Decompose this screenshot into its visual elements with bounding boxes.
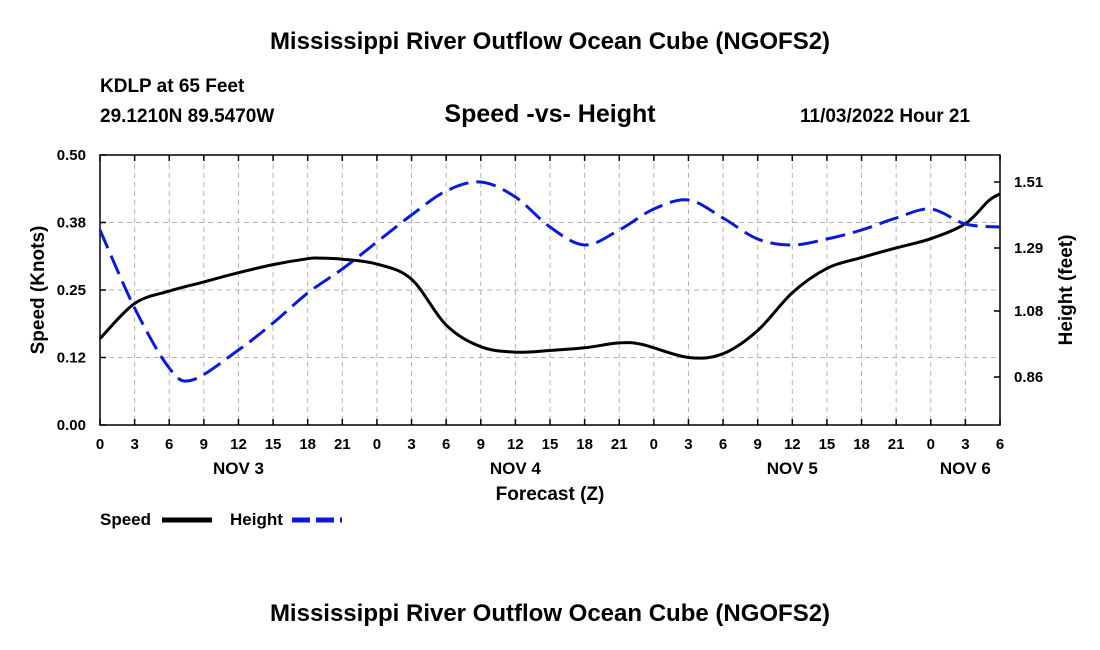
x-tick-label: 18 xyxy=(853,436,870,453)
x-tick-label: 6 xyxy=(442,436,450,453)
legend: Speed Height xyxy=(100,510,342,529)
legend-label-height: Height xyxy=(230,510,283,529)
y2-axis-title: Height (feet) xyxy=(1056,235,1077,346)
x-tick-label: 12 xyxy=(507,436,524,453)
y-tick-label: 0.00 xyxy=(57,417,86,434)
forecast-datetime: 11/03/2022 Hour 21 xyxy=(800,106,971,127)
y2-tick-label: 0.86 xyxy=(1014,369,1043,386)
legend-label-speed: Speed xyxy=(100,510,151,529)
x-tick-label: 0 xyxy=(373,436,381,453)
x-tick-label: 0 xyxy=(927,436,935,453)
chart-main-title: Mississippi River Outflow Ocean Cube (NG… xyxy=(269,28,831,55)
date-label: NOV 4 xyxy=(490,459,542,478)
y-tick-label: 0.12 xyxy=(57,350,86,367)
x-tick-label: 18 xyxy=(576,436,593,453)
x-tick-label: 3 xyxy=(407,436,415,453)
series xyxy=(98,180,1001,383)
x-tick-label: 0 xyxy=(650,436,658,453)
x-tick-label: 15 xyxy=(819,436,836,453)
x-tick-label: 6 xyxy=(996,436,1004,453)
x-tick-label: 3 xyxy=(130,436,138,453)
x-tick-label: 0 xyxy=(96,436,104,453)
x-tick-label: 9 xyxy=(754,436,762,453)
x-tick-label: 21 xyxy=(334,436,351,453)
x-axis-title: Forecast (Z) xyxy=(496,484,605,505)
y2-tick-label: 1.08 xyxy=(1014,303,1043,320)
x-tick-label: 6 xyxy=(719,436,727,453)
x-tick-label: 6 xyxy=(165,436,173,453)
y-tick-label: 0.25 xyxy=(57,282,86,299)
footer-title: Mississippi River Outflow Ocean Cube (NG… xyxy=(269,600,831,627)
grid xyxy=(100,155,1000,425)
station-coordinates: 29.1210N 89.5470W xyxy=(100,106,275,127)
x-tick-label: 3 xyxy=(684,436,692,453)
y-tick-label: 0.38 xyxy=(57,215,86,232)
series-line-height xyxy=(98,180,1001,383)
chart-subtitle: Speed -vs- Height xyxy=(444,100,656,128)
x-tick-label: 12 xyxy=(784,436,801,453)
y-axis-title: Speed (Knots) xyxy=(28,226,49,355)
x-tick-label: 15 xyxy=(265,436,282,453)
x-tick-label: 21 xyxy=(611,436,628,453)
x-tick-label: 21 xyxy=(888,436,905,453)
x-tick-label: 15 xyxy=(542,436,559,453)
station-label: KDLP at 65 Feet xyxy=(100,76,245,97)
axis-ticks xyxy=(99,154,1001,426)
series-line-speed xyxy=(98,192,1001,360)
x-tick-label: 9 xyxy=(200,436,208,453)
x-tick-label: 3 xyxy=(961,436,969,453)
speed-height-chart: 0 3 6 9 12 15 18 21 0 3 6 9 12 15 18 21 0 3 6 9 12 15 18 21 0 3 6 0… xyxy=(28,147,1077,529)
x-tick-label: 12 xyxy=(230,436,247,453)
y-tick-label: 0.50 xyxy=(57,147,86,164)
date-label: NOV 3 xyxy=(213,459,264,478)
axis-labels: 0 3 6 9 12 15 18 21 0 3 6 9 12 15 18 21 0 3 6 9 12 15 18 21 0 3 6 0… xyxy=(57,147,1043,478)
y2-tick-label: 1.51 xyxy=(1014,174,1043,191)
date-label: NOV 6 xyxy=(940,459,991,478)
date-label: NOV 5 xyxy=(767,459,818,478)
x-tick-label: 9 xyxy=(477,436,485,453)
x-tick-label: 18 xyxy=(299,436,316,453)
y2-tick-label: 1.29 xyxy=(1014,240,1043,257)
